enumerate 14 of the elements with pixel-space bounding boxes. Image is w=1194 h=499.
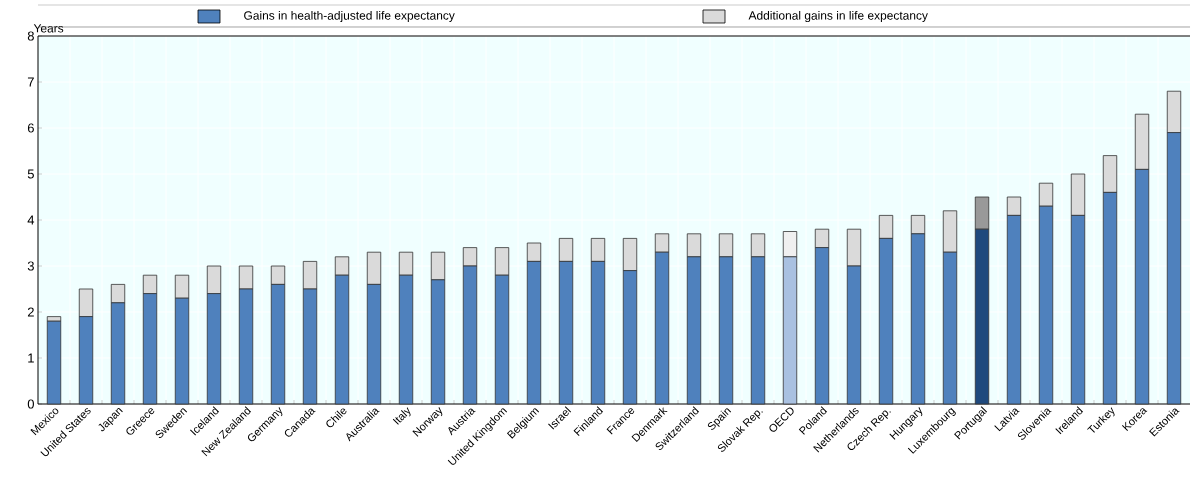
- y-tick-label: 0: [27, 399, 34, 409]
- y-tick-label: 4: [27, 215, 35, 225]
- y-tick-label: 2: [27, 307, 34, 317]
- y-tick-label: 7: [27, 77, 34, 87]
- y-tick-label: 6: [27, 123, 34, 133]
- legend-label: Gains in health-adjusted life expectancy: [244, 10, 455, 23]
- y-tick-label: 3: [27, 261, 34, 271]
- y-tick-label: 8: [27, 31, 34, 41]
- legend-label: Additional gains in life expectancy: [748, 10, 928, 23]
- y-tick-label: 1: [28, 353, 34, 363]
- y-axis-title: Years: [33, 24, 64, 33]
- bar: [46, 320, 62, 405]
- x-tick-label: Italy: [392, 407, 411, 425]
- y-tick-label: 5: [27, 169, 34, 179]
